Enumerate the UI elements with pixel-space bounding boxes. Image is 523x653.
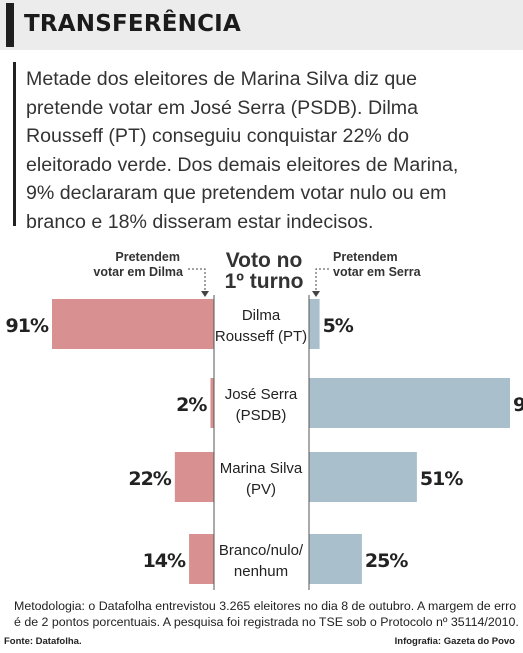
category-label-line2: nenhum (234, 563, 288, 580)
serra-bar (309, 378, 510, 428)
category-label-line2: (PV) (246, 481, 276, 498)
dilma-bar (174, 452, 214, 502)
dilma-value-label: 91% (6, 315, 49, 337)
page-title: TRANSFERÊNCIA (24, 11, 241, 37)
right-header-line1: Pretendem (333, 250, 398, 264)
serra-bar (309, 299, 320, 349)
serra-value-label: 51% (420, 468, 463, 490)
serra-value-label: 95% (513, 394, 523, 416)
center-header-line1: Voto no (226, 249, 303, 272)
left-header-line1: Pretendem (115, 250, 180, 264)
dilma-value-label: 14% (143, 550, 186, 572)
serra-value-label: 5% (323, 315, 354, 337)
center-header-line2: 1º turno (225, 270, 304, 293)
serra-value-label: 25% (365, 550, 408, 572)
right-header-line2: votar em Serra (333, 265, 422, 279)
dilma-value-label: 22% (128, 468, 171, 490)
left-header-pointer (188, 268, 206, 293)
dilma-value-label: 2% (176, 394, 207, 416)
category-label-line1: Branco/nulo/ (219, 542, 304, 559)
source-text: Fonte: Datafolha. (4, 636, 82, 647)
header-accent-bar (6, 3, 14, 47)
methodology-note: Metodologia: o Datafolha entrevistou 3.2… (14, 599, 519, 629)
dilma-bar (189, 534, 214, 584)
intro-text: Metade dos eleitores de Marina Silva diz… (26, 68, 459, 233)
category-label-line1: José Serra (225, 386, 298, 403)
left-header-line2: votar em Dilma (93, 265, 184, 279)
serra-bar (309, 452, 417, 502)
left-header-arrowhead (201, 291, 209, 297)
dilma-bar (210, 378, 214, 428)
header-band: TRANSFERÊNCIA (0, 0, 523, 50)
right-header-arrowhead (312, 291, 320, 297)
serra-bar (309, 534, 362, 584)
intro-rule (13, 62, 16, 226)
credit-text: Infografia: Gazeta do Povo (394, 636, 515, 647)
category-label-line1: Marina Silva (220, 460, 303, 477)
dilma-bar (52, 299, 214, 349)
category-label-line2: Rousseff (PT) (215, 328, 307, 345)
right-header-pointer (315, 268, 329, 293)
category-label-line2: (PSDB) (236, 407, 287, 424)
category-label-line1: Dilma (242, 307, 281, 324)
